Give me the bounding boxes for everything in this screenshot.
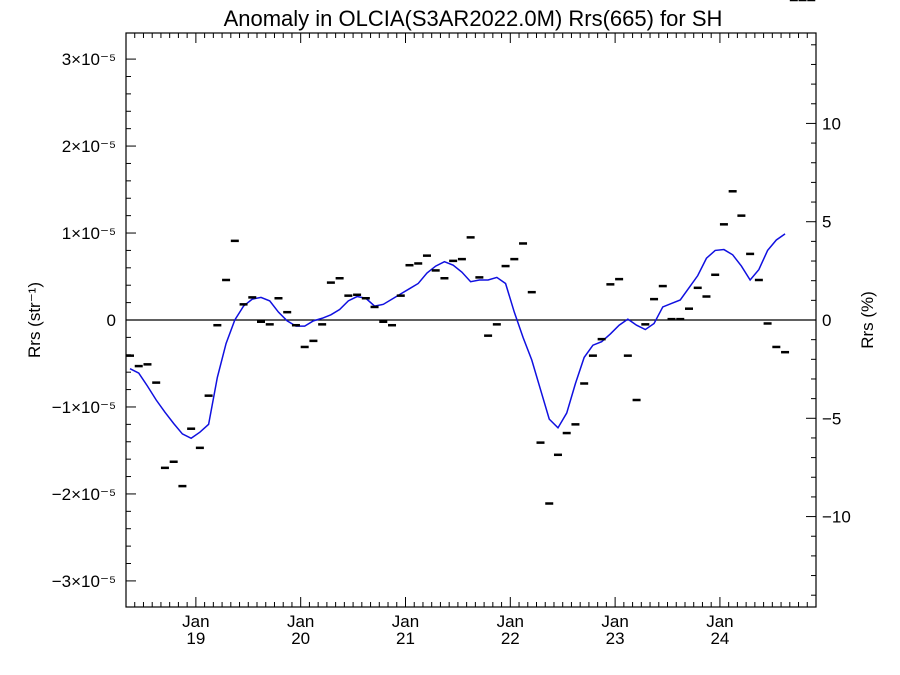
x-tick-month-label: Jan xyxy=(392,612,419,631)
plot-area xyxy=(126,0,816,505)
x-tick-month-label: Jan xyxy=(497,612,524,631)
x-tick-year-label: 24 xyxy=(710,629,729,648)
x-tick-year-label: 19 xyxy=(186,629,205,648)
left-y-axis-label: Rrs (str⁻¹) xyxy=(25,282,44,358)
left-tick-label: 0 xyxy=(107,311,116,330)
left-tick-label: 1×10⁻⁵ xyxy=(62,224,116,243)
x-tick-month-label: Jan xyxy=(706,612,733,631)
left-tick-label: −3×10⁻⁵ xyxy=(52,572,116,591)
right-tick-label: 10 xyxy=(822,114,841,133)
right-tick-label: 0 xyxy=(822,311,831,330)
right-tick-label: 5 xyxy=(822,213,831,232)
x-tick-year-label: 22 xyxy=(501,629,520,648)
right-y-axis: 10 5 0 −5 −10 xyxy=(806,44,851,596)
left-tick-label: −2×10⁻⁵ xyxy=(52,485,116,504)
left-tick-label: 3×10⁻⁵ xyxy=(62,50,116,69)
left-y-axis: 3×10⁻⁵ 2×10⁻⁵ 1×10⁻⁵ 0 −1×10⁻⁵ −2×10⁻⁵ −3×10⁻⁵ xyxy=(52,50,136,591)
x-tick-year-label: 21 xyxy=(396,629,415,648)
x-tick-month-label: Jan xyxy=(287,612,314,631)
right-tick-label: −5 xyxy=(822,409,841,428)
x-tick-month-label: Jan xyxy=(182,612,209,631)
running-mean-line xyxy=(129,233,786,440)
right-y-axis-label: Rrs (%) xyxy=(858,291,877,349)
right-tick-label: −10 xyxy=(822,508,851,527)
x-tick-year-label: 20 xyxy=(291,629,310,648)
x-tick-month-label: Jan xyxy=(601,612,628,631)
x-tick-year-label: 23 xyxy=(606,629,625,648)
left-tick-label: 2×10⁻⁵ xyxy=(62,137,116,156)
chart-title: Anomaly in OLCIA(S3AR2022.0M) Rrs(665) f… xyxy=(224,6,723,31)
left-tick-label: −1×10⁻⁵ xyxy=(52,398,116,417)
